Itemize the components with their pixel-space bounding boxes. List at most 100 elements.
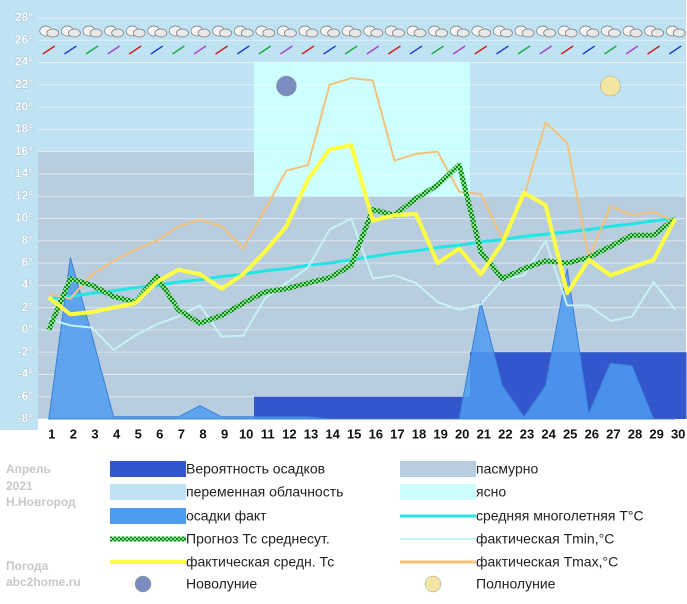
weather-icon <box>132 28 146 38</box>
x-tick-label: 26 <box>585 426 599 441</box>
weather-icon <box>327 28 340 38</box>
weather-icon <box>68 28 81 38</box>
wind-arrow <box>582 45 596 55</box>
weather-icon <box>651 28 664 38</box>
precip-probability <box>513 352 536 419</box>
axis-bg <box>0 0 38 430</box>
wind-arrow <box>323 45 337 55</box>
x-tick-label: 4 <box>113 426 121 441</box>
x-tick-label: 10 <box>239 426 253 441</box>
weather-icon <box>629 28 643 38</box>
precip-probability <box>275 396 298 419</box>
x-tick-label: 5 <box>135 426 142 441</box>
wind-arrow <box>258 45 272 55</box>
x-tick-label: 22 <box>498 426 512 441</box>
footer-year: 2021 <box>6 479 33 493</box>
wind-arrow <box>517 45 531 55</box>
moon <box>276 75 297 97</box>
weather-icon <box>305 28 319 38</box>
wind-arrow <box>647 45 661 55</box>
series-line <box>48 77 676 300</box>
weather-icon <box>672 28 686 38</box>
legend-swatch <box>110 461 186 477</box>
wind-arrow <box>387 45 401 55</box>
weather-icon <box>46 28 60 38</box>
x-tick-label: 28 <box>628 426 642 441</box>
precip-area <box>48 257 676 420</box>
wind-arrow <box>150 45 164 55</box>
legend-label: Вероятность осадков <box>186 461 325 477</box>
x-tick-label: 29 <box>649 426 663 441</box>
legend-swatch <box>134 575 152 593</box>
wind-arrow <box>560 45 574 55</box>
weather-icon <box>500 28 513 38</box>
weather-icon <box>543 28 556 38</box>
wind-arrow <box>215 45 229 55</box>
legend-swatch <box>110 484 186 500</box>
precip-probability <box>254 396 277 419</box>
precip-probability <box>426 396 449 419</box>
wind-arrow <box>279 45 293 55</box>
wind-arrow <box>344 45 358 55</box>
legend-swatch <box>424 575 442 593</box>
wind-arrow <box>625 45 639 55</box>
y-tick-label: -6° <box>18 389 34 403</box>
footer-site: abc2home.ru <box>6 575 81 589</box>
weather-icon <box>154 28 168 38</box>
weather-icon <box>478 28 492 38</box>
legend-label: фактическая Tmin,°C <box>476 531 614 547</box>
legend-label: фактическая Tmax,°C <box>476 554 618 570</box>
x-tick-label: 27 <box>606 426 620 441</box>
x-tick-label: 9 <box>221 426 228 441</box>
weather-icon <box>521 28 535 38</box>
weather-icon <box>219 28 232 38</box>
series-line <box>47 142 677 317</box>
legend-swatch <box>400 461 476 477</box>
weather-icon <box>284 28 297 38</box>
precip-probability <box>642 352 665 419</box>
y-tick-label: 18° <box>15 122 33 136</box>
x-tick-label: 20 <box>455 426 469 441</box>
y-tick-label: 0° <box>22 322 34 336</box>
footer-month: Апрель <box>6 462 51 476</box>
y-tick-label: -2° <box>18 344 34 358</box>
wind-arrow <box>171 45 185 55</box>
x-tick-label: 15 <box>347 426 361 441</box>
y-tick-label: 24° <box>15 55 33 69</box>
y-tick-label: -8° <box>18 411 34 425</box>
x-tick-label: 21 <box>477 426 491 441</box>
weather-icon <box>392 28 405 38</box>
x-tick-label: 1 <box>48 426 55 441</box>
x-tick-label: 25 <box>563 426 577 441</box>
x-tick-label: 7 <box>178 426 185 441</box>
weather-icon <box>564 28 578 38</box>
x-tick-label: 16 <box>369 426 383 441</box>
x-tick-label: 8 <box>199 426 206 441</box>
weather-icon <box>456 28 470 38</box>
legend-label: Полнолуние <box>476 576 556 592</box>
wind-arrow <box>301 45 315 55</box>
weather-icon <box>608 28 621 38</box>
wind-arrow <box>236 45 250 55</box>
y-tick-label: 16° <box>15 144 33 158</box>
weather-icon <box>435 28 448 38</box>
x-tick-label: 14 <box>325 426 340 441</box>
weather-icon <box>370 28 384 38</box>
series-line <box>46 162 677 331</box>
wind-arrow <box>452 45 466 55</box>
weather-icon <box>89 28 103 38</box>
legend-swatch <box>400 484 476 500</box>
weather-icon <box>262 28 276 38</box>
weather-icon <box>197 28 211 38</box>
y-tick-label: 8° <box>22 233 34 247</box>
legend-label: ясно <box>476 484 506 500</box>
precip-probability <box>383 396 406 419</box>
weather-icon <box>348 28 362 38</box>
x-tick-label: 3 <box>91 426 98 441</box>
weather-icon <box>111 28 124 38</box>
wind-arrow <box>42 45 56 55</box>
x-tick-label: 11 <box>261 426 275 441</box>
wind-arrow <box>603 45 617 55</box>
x-tick-label: 18 <box>412 426 426 441</box>
